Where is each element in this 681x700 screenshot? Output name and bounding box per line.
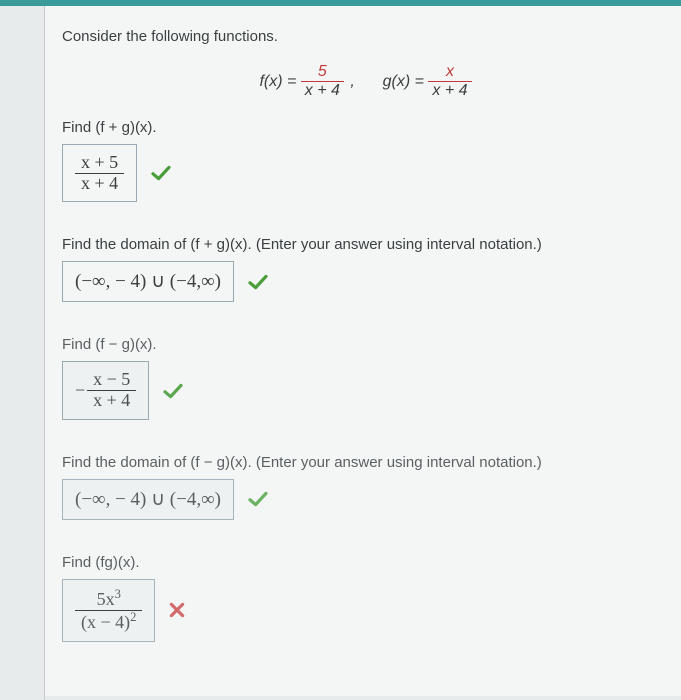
- x-icon: [169, 602, 185, 618]
- q3-answer-den: x + 4: [87, 390, 136, 411]
- q3-prompt: Find (f − g)(x).: [62, 336, 669, 353]
- check-icon: [248, 491, 268, 507]
- q2-prompt: Find the domain of (f + g)(x). (Enter yo…: [62, 236, 669, 253]
- q2-answer-box[interactable]: (−∞, − 4) ∪ (−4,∞): [62, 261, 234, 302]
- q3-answer-num: x − 5: [87, 370, 136, 390]
- q5-answer-den: (x − 4)2: [75, 610, 142, 633]
- q3-answer-box[interactable]: − x − 5 x + 4: [62, 361, 149, 420]
- separator: ,: [348, 73, 364, 90]
- vertical-rule: [44, 6, 45, 700]
- f-denominator: x + 4: [301, 81, 344, 100]
- q4-prompt: Find the domain of (f − g)(x). (Enter yo…: [62, 454, 669, 471]
- q4-answer-box[interactable]: (−∞, − 4) ∪ (−4,∞): [62, 479, 234, 520]
- check-icon: [163, 383, 183, 399]
- q5-answer-line: 5x3 (x − 4)2: [62, 579, 669, 642]
- q5-answer-fraction: 5x3 (x − 4)2: [75, 588, 142, 633]
- intro-text: Consider the following functions.: [62, 28, 669, 45]
- q4-answer-line: (−∞, − 4) ∪ (−4,∞): [62, 479, 669, 520]
- q5-answer-num: 5x3: [75, 588, 142, 610]
- f-numerator: 5: [301, 63, 344, 81]
- g-denominator: x + 4: [428, 81, 471, 100]
- g-label: g(x) =: [383, 73, 424, 90]
- g-numerator: x: [428, 63, 471, 81]
- q1-answer-line: x + 5 x + 4: [62, 144, 669, 203]
- f-fraction: 5 x + 4: [301, 63, 344, 101]
- q2-answer-text: (−∞, − 4) ∪ (−4,∞): [75, 270, 221, 293]
- q5-answer-box[interactable]: 5x3 (x − 4)2: [62, 579, 155, 642]
- q1-answer-fraction: x + 5 x + 4: [75, 153, 124, 194]
- check-icon: [248, 274, 268, 290]
- check-icon: [151, 165, 171, 181]
- q4-answer-text: (−∞, − 4) ∪ (−4,∞): [75, 488, 221, 511]
- question-panel: Consider the following functions. f(x) =…: [44, 6, 681, 696]
- q1-prompt: Find (f + g)(x).: [62, 119, 669, 136]
- q3-negative: −: [75, 380, 87, 401]
- g-fraction: x x + 4: [428, 63, 471, 101]
- q1-answer-box[interactable]: x + 5 x + 4: [62, 144, 137, 203]
- q3-answer-fraction: x − 5 x + 4: [87, 370, 136, 411]
- q1-answer-num: x + 5: [75, 153, 124, 173]
- q3-answer-line: − x − 5 x + 4: [62, 361, 669, 420]
- q1-answer-den: x + 4: [75, 173, 124, 194]
- function-definitions: f(x) = 5 x + 4 , g(x) = x x + 4: [62, 63, 669, 101]
- q5-prompt: Find (fg)(x).: [62, 554, 669, 571]
- q2-answer-line: (−∞, − 4) ∪ (−4,∞): [62, 261, 669, 302]
- f-label: f(x) =: [259, 73, 296, 90]
